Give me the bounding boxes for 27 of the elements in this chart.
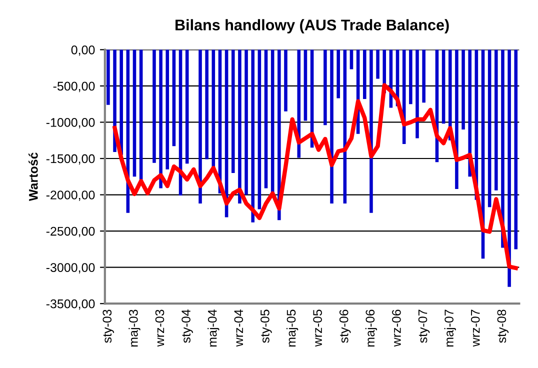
x-tick-label: sty-05 bbox=[260, 310, 272, 343]
x-tick-label: sty-04 bbox=[182, 310, 193, 343]
x-tick-label: wrz-06 bbox=[392, 310, 401, 347]
x-tick-label: wrz-07 bbox=[470, 310, 480, 347]
x-tick-label: sty-08 bbox=[497, 310, 509, 343]
x-tick-label: wrz-04 bbox=[234, 310, 244, 347]
x-tick-label: maj-05 bbox=[286, 310, 298, 347]
x-tick-label: maj-04 bbox=[208, 310, 220, 347]
x-tick-label: wrz-03 bbox=[155, 310, 164, 347]
line-series bbox=[112, 83, 518, 270]
y-tick-label: -1000,00 bbox=[46, 118, 95, 128]
y-tick-label: -1500,00 bbox=[46, 154, 95, 165]
x-tick-label: sty-07 bbox=[418, 310, 430, 343]
y-tick-label: -2000,00 bbox=[46, 190, 95, 201]
y-axis-title: Wartość bbox=[28, 152, 38, 202]
x-tick-label: sty-03 bbox=[102, 310, 114, 343]
x-tick-label: sty-06 bbox=[339, 310, 351, 343]
y-tick-label: -3500,00 bbox=[46, 299, 95, 310]
chart-title: Bilans handlowy (AUS Trade Balance) bbox=[176, 19, 449, 34]
x-tick-label: maj-06 bbox=[365, 310, 378, 347]
y-tick-label: 0,00 bbox=[71, 45, 95, 56]
x-tick-label: maj-03 bbox=[128, 310, 140, 347]
y-tick-label: -2500,00 bbox=[46, 226, 95, 238]
y-tick-label: -500,00 bbox=[53, 82, 95, 92]
x-tick-label: maj-07 bbox=[444, 310, 456, 347]
y-tick-label: -3000,00 bbox=[46, 263, 95, 274]
x-tick-label: wrz-05 bbox=[313, 310, 322, 347]
